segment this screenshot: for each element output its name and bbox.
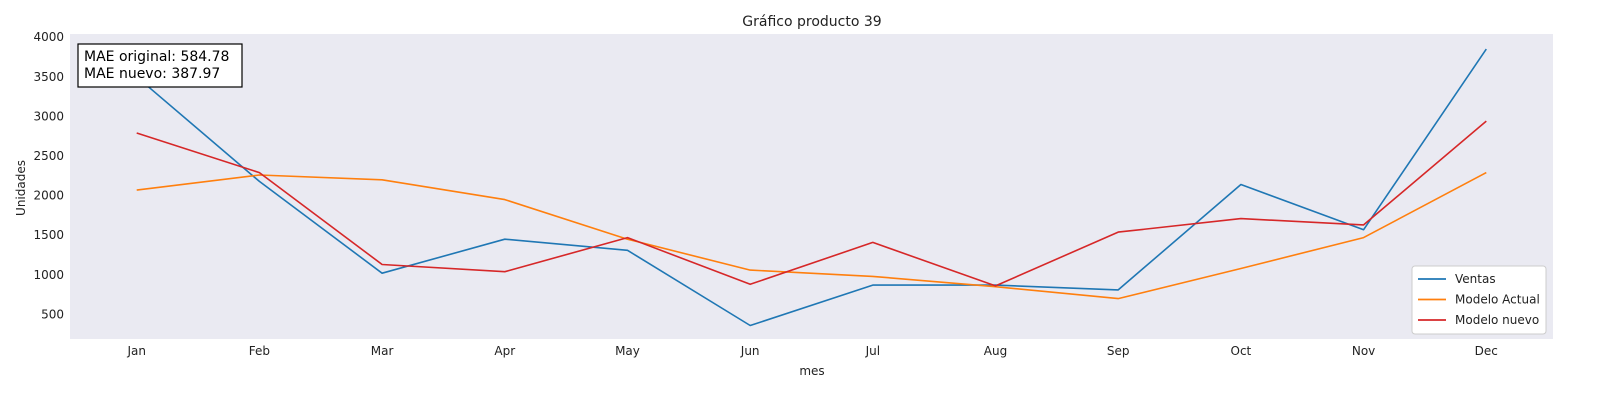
legend-label: Modelo Actual [1455,293,1540,307]
y-tick-label: 4000 [33,30,64,44]
x-tick-label: Sep [1107,344,1130,358]
annotation-line-1: MAE original: 584.78 [84,49,229,65]
y-tick-label: 3000 [33,109,64,123]
legend-label: Modelo nuevo [1455,313,1539,327]
x-tick-label: May [615,344,640,358]
y-tick-label: 500 [41,307,64,321]
x-axis-label: mes [799,364,824,378]
y-axis-label: Unidades [14,160,28,216]
x-tick-label: Feb [249,344,270,358]
x-tick-label: Jan [126,344,146,358]
legend: Ventas Modelo Actual Modelo nuevo [1411,265,1547,335]
series-lines [136,48,1487,327]
y-tick-label: 1500 [33,228,64,242]
y-tick-label: 2500 [33,149,64,163]
chart-title: Gráfico producto 39 [742,14,881,30]
plot-area [70,34,1553,339]
series-line [136,171,1487,300]
legend-label: Ventas [1455,272,1496,286]
x-tick-label: Apr [494,344,515,358]
x-tick-label: Nov [1352,344,1375,358]
x-tick-label: Jul [865,344,880,358]
x-tick-label: Aug [984,344,1007,358]
x-axis-ticks: Jan Feb Mar Apr May Jun Jul Aug Sep Oct Nov Dec [126,344,1497,358]
series-line [136,120,1487,287]
y-tick-label: 2000 [33,189,64,203]
x-tick-label: Oct [1231,344,1252,358]
y-tick-label: 1000 [33,268,64,282]
y-axis-ticks: 500 1000 1500 2000 2500 3000 3500 4000 [33,30,64,321]
annotation-box: MAE original: 584.78 MAE nuevo: 387.97 [77,43,243,88]
series-line [136,48,1487,327]
y-tick-label: 3500 [33,70,64,84]
x-tick-label: Jun [740,344,760,358]
annotation-line-2: MAE nuevo: 387.97 [84,66,220,82]
x-tick-label: Mar [371,344,394,358]
x-tick-label: Dec [1475,344,1498,358]
